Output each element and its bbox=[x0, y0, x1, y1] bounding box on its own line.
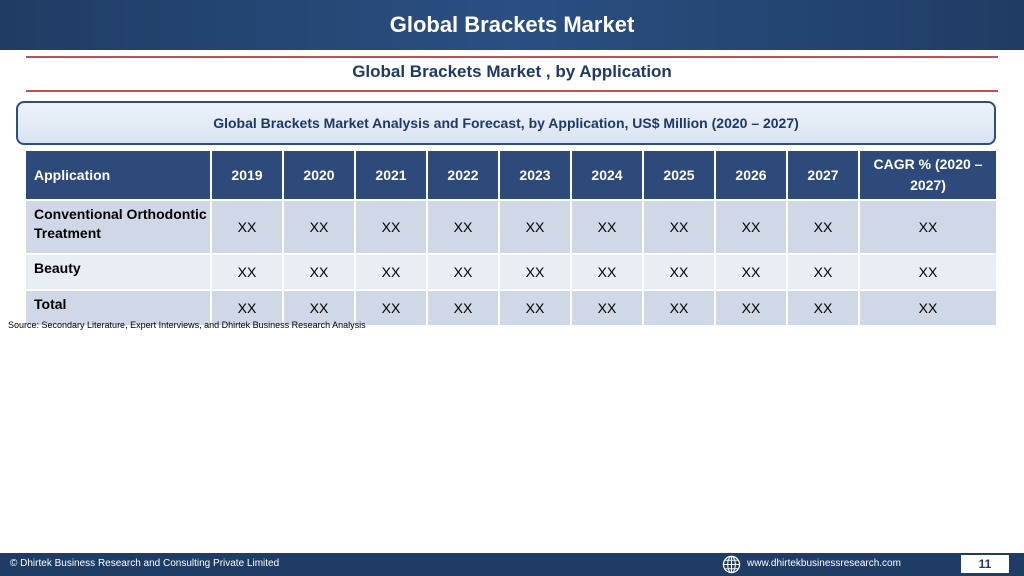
table-cell: XX bbox=[284, 255, 356, 291]
row-label: Total bbox=[26, 291, 212, 327]
table-cell: XX bbox=[500, 255, 572, 291]
table-cell: XX bbox=[788, 291, 860, 327]
source-note: Source: Secondary Literature, Expert Int… bbox=[8, 320, 366, 330]
footer-bar: © Dhirtek Business Research and Consulti… bbox=[0, 553, 1024, 576]
title-bar: Global Brackets Market bbox=[0, 0, 1024, 50]
table-cell: XX bbox=[428, 255, 500, 291]
table-cell: XX bbox=[644, 255, 716, 291]
globe-icon bbox=[722, 555, 741, 574]
column-header: CAGR % (2020 – 2027) bbox=[860, 151, 998, 201]
bottom-divider bbox=[26, 90, 998, 92]
table-cell: XX bbox=[500, 291, 572, 327]
table-cell: XX bbox=[644, 291, 716, 327]
table-cell: XX bbox=[788, 255, 860, 291]
table-cell: XX bbox=[428, 201, 500, 255]
column-header: 2022 bbox=[428, 151, 500, 201]
column-header: 2027 bbox=[788, 151, 860, 201]
table-cell: XX bbox=[572, 291, 644, 327]
table-cell: XX bbox=[212, 255, 284, 291]
column-header: 2020 bbox=[284, 151, 356, 201]
top-divider bbox=[26, 56, 998, 58]
copyright-text: © Dhirtek Business Research and Consulti… bbox=[10, 558, 280, 569]
table-caption-banner: Global Brackets Market Analysis and Fore… bbox=[16, 101, 996, 145]
column-header: 2024 bbox=[572, 151, 644, 201]
table-cell: XX bbox=[860, 255, 998, 291]
column-header: 2019 bbox=[212, 151, 284, 201]
row-label: Conventional Orthodontic Treatment bbox=[26, 201, 212, 255]
forecast-table: Application 2019 2020 2021 2022 2023 202… bbox=[26, 151, 998, 327]
table-caption: Global Brackets Market Analysis and Fore… bbox=[213, 115, 799, 131]
table-cell: XX bbox=[212, 201, 284, 255]
column-header: 2025 bbox=[644, 151, 716, 201]
table-cell: XX bbox=[860, 201, 998, 255]
table-row: Beauty XX XX XX XX XX XX XX XX XX XX bbox=[26, 255, 998, 291]
table-row: Conventional Orthodontic Treatment XX XX… bbox=[26, 201, 998, 255]
table-cell: XX bbox=[860, 291, 998, 327]
table-cell: XX bbox=[356, 201, 428, 255]
column-header: Application bbox=[26, 151, 212, 201]
table-cell: XX bbox=[284, 201, 356, 255]
section-subtitle: Global Brackets Market , by Application bbox=[352, 62, 672, 81]
table-cell: XX bbox=[284, 291, 356, 327]
table-cell: XX bbox=[356, 255, 428, 291]
table-cell: XX bbox=[788, 201, 860, 255]
table-cell: XX bbox=[716, 291, 788, 327]
table-cell: XX bbox=[572, 201, 644, 255]
table-cell: XX bbox=[356, 291, 428, 327]
table-cell: XX bbox=[572, 255, 644, 291]
website-link[interactable]: www.dhirtekbusinessresearch.com bbox=[747, 558, 901, 569]
table-header-row: Application 2019 2020 2021 2022 2023 202… bbox=[26, 151, 998, 201]
column-header: 2026 bbox=[716, 151, 788, 201]
table-cell: XX bbox=[716, 255, 788, 291]
table-cell: XX bbox=[500, 201, 572, 255]
column-header: 2021 bbox=[356, 151, 428, 201]
table-cell: XX bbox=[428, 291, 500, 327]
row-label: Beauty bbox=[26, 255, 212, 291]
table-row: Total XX XX XX XX XX XX XX XX XX XX bbox=[26, 291, 998, 327]
table-cell: XX bbox=[644, 201, 716, 255]
table-cell: XX bbox=[716, 201, 788, 255]
table-cell: XX bbox=[212, 291, 284, 327]
column-header: 2023 bbox=[500, 151, 572, 201]
page-number: 11 bbox=[961, 555, 1009, 573]
page-title: Global Brackets Market bbox=[389, 12, 635, 37]
